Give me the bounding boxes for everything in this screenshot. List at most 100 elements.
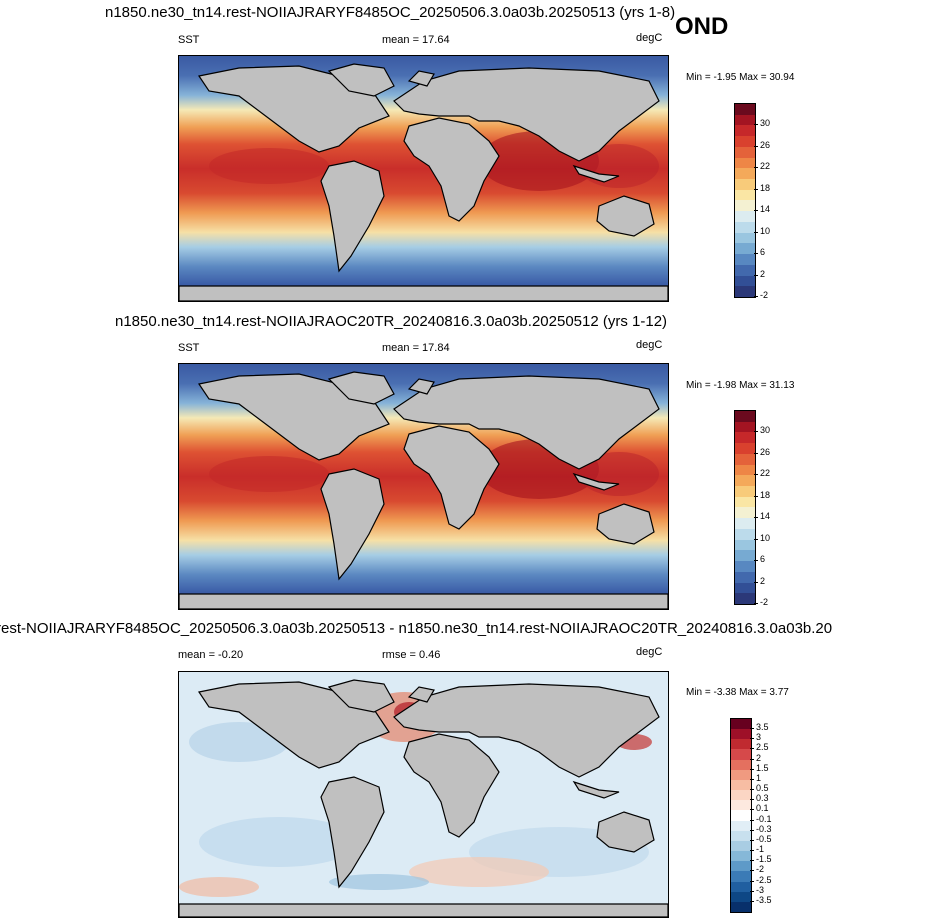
colorbar-segment bbox=[731, 739, 751, 750]
colorbar-segment bbox=[731, 861, 751, 872]
colorbar-segment bbox=[735, 539, 755, 551]
panel3-difference-map bbox=[178, 671, 669, 918]
colorbar-segment bbox=[735, 264, 755, 276]
colorbar-tick-mark bbox=[754, 495, 758, 497]
colorbar-segment bbox=[735, 286, 755, 297]
panel3-minmax-label: Min = -3.38 Max = 3.77 bbox=[686, 687, 789, 698]
colorbar-segment bbox=[731, 719, 751, 730]
colorbar-segment bbox=[731, 840, 751, 852]
colorbar-tick-mark bbox=[754, 560, 758, 562]
colorbar-segment bbox=[731, 779, 751, 791]
colorbar-segment bbox=[735, 453, 755, 465]
panel2-map-graphic bbox=[179, 364, 668, 609]
colorbar-segment bbox=[735, 582, 755, 594]
panel3-rmse-label: rmse = 0.46 bbox=[382, 649, 441, 661]
colorbar-tick-label: 0.5 bbox=[756, 783, 769, 794]
colorbar-tick-mark bbox=[750, 819, 754, 821]
colorbar-tick-mark bbox=[754, 253, 758, 255]
colorbar-tick-label: -1 bbox=[756, 844, 765, 855]
colorbar-tick-mark bbox=[750, 738, 754, 740]
colorbar-segment bbox=[735, 443, 755, 454]
colorbar-tick-mark bbox=[754, 274, 758, 276]
colorbar-tick-label: 3 bbox=[756, 732, 762, 743]
colorbar-tick-label: -0.3 bbox=[756, 823, 772, 834]
colorbar-tick-label: 18 bbox=[760, 489, 771, 500]
panel1-mean-label: mean = 17.64 bbox=[382, 34, 450, 46]
colorbar-tick-label: 0.3 bbox=[756, 793, 769, 804]
colorbar-tick-mark bbox=[750, 789, 754, 791]
panel3-map-graphic bbox=[179, 672, 668, 917]
colorbar-segment bbox=[731, 769, 751, 780]
colorbar-tick-mark bbox=[754, 296, 758, 297]
colorbar-tick-label: 1.5 bbox=[756, 762, 769, 773]
colorbar-tick-mark bbox=[750, 728, 754, 730]
colorbar-tick-label: 0.1 bbox=[756, 803, 769, 814]
colorbar-tick-mark bbox=[754, 210, 758, 212]
panel2-colorbar bbox=[734, 410, 756, 605]
colorbar-tick-mark bbox=[754, 231, 758, 233]
colorbar-segment bbox=[731, 891, 751, 902]
colorbar-segment bbox=[735, 104, 755, 115]
colorbar-segment bbox=[735, 421, 755, 433]
colorbar-tick-label: -1.5 bbox=[756, 854, 772, 865]
colorbar-segment bbox=[735, 189, 755, 201]
colorbar-segment bbox=[735, 275, 755, 287]
colorbar-segment bbox=[731, 820, 751, 831]
colorbar-tick-label: 22 bbox=[760, 468, 771, 479]
panel2-units-label: degC bbox=[636, 339, 663, 351]
colorbar-tick-mark bbox=[750, 850, 754, 852]
colorbar-tick-mark bbox=[750, 799, 754, 801]
colorbar-tick-mark bbox=[750, 748, 754, 750]
colorbar-tick-mark bbox=[754, 124, 758, 126]
colorbar-tick-label: 2 bbox=[760, 268, 766, 279]
colorbar-tick-mark bbox=[750, 758, 754, 760]
colorbar-tick-mark bbox=[754, 452, 758, 454]
panel1-variable-label: SST bbox=[178, 34, 200, 46]
colorbar-tick-mark bbox=[754, 603, 758, 604]
colorbar-tick-label: 10 bbox=[760, 532, 771, 543]
colorbar-tick-label: 2 bbox=[760, 575, 766, 586]
colorbar-tick-mark bbox=[754, 474, 758, 476]
colorbar-tick-label: 2.5 bbox=[756, 742, 769, 753]
colorbar-tick-label: 26 bbox=[760, 139, 771, 150]
colorbar-tick-mark bbox=[750, 870, 754, 872]
colorbar-tick-label: 3.5 bbox=[756, 722, 769, 733]
colorbar-tick-mark bbox=[754, 538, 758, 540]
colorbar-tick-mark bbox=[754, 431, 758, 433]
colorbar-tick-label: -0.1 bbox=[756, 813, 772, 824]
colorbar-segment bbox=[731, 901, 751, 912]
colorbar-segment bbox=[731, 800, 751, 811]
colorbar-segment bbox=[731, 749, 751, 760]
colorbar-tick-label: -2 bbox=[756, 864, 765, 875]
colorbar-tick-label: 26 bbox=[760, 446, 771, 457]
colorbar-segment bbox=[735, 561, 755, 572]
colorbar-tick-label: 30 bbox=[760, 118, 771, 129]
colorbar-tick-mark bbox=[750, 768, 754, 770]
colorbar-tick-label: -0.5 bbox=[756, 833, 772, 844]
colorbar-tick-mark bbox=[750, 900, 754, 902]
colorbar-segment bbox=[735, 125, 755, 137]
colorbar-segment bbox=[735, 114, 755, 126]
colorbar-tick-label: 1 bbox=[756, 772, 762, 783]
colorbar-tick-mark bbox=[754, 517, 758, 519]
colorbar-tick-mark bbox=[750, 809, 754, 811]
colorbar-segment bbox=[735, 496, 755, 508]
colorbar-segment bbox=[735, 507, 755, 519]
panel3-mean-label: mean = -0.20 bbox=[178, 649, 244, 661]
colorbar-tick-label: -3.5 bbox=[756, 894, 772, 905]
colorbar-tick-mark bbox=[750, 860, 754, 862]
panel1-title: n1850.ne30_tn14.rest-NOIIAJRARYF8485OC_2… bbox=[105, 4, 676, 21]
colorbar-segment bbox=[735, 518, 755, 529]
colorbar-segment bbox=[735, 411, 755, 422]
panel3-title: rest-NOIIAJRARYF8485OC_20250506.3.0a03b.… bbox=[0, 620, 833, 637]
colorbar-segment bbox=[731, 810, 751, 821]
colorbar-segment bbox=[735, 136, 755, 147]
colorbar-tick-mark bbox=[754, 581, 758, 583]
colorbar-segment bbox=[735, 168, 755, 180]
colorbar-tick-mark bbox=[750, 890, 754, 892]
panel3-colorbar bbox=[730, 718, 752, 913]
colorbar-segment bbox=[731, 790, 751, 801]
colorbar-tick-mark bbox=[754, 188, 758, 190]
colorbar-tick-mark bbox=[750, 880, 754, 882]
colorbar-segment bbox=[731, 729, 751, 740]
